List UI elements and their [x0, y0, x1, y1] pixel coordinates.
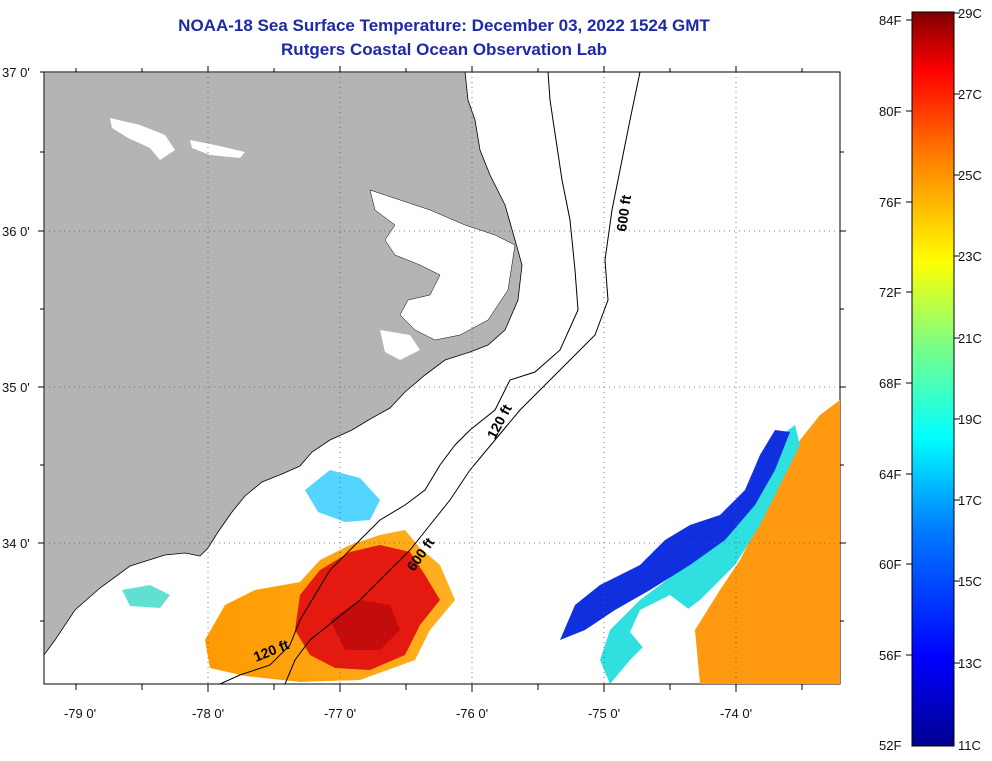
sst-gulfstream-front-blue — [560, 430, 790, 640]
colorbar-f-label: 84F — [879, 13, 901, 28]
lon-label: -76 0' — [456, 706, 488, 721]
lat-label: 37 0' — [2, 65, 30, 80]
colorbar-f-label: 56F — [879, 648, 901, 663]
colorbar-c-label: 25C — [958, 168, 982, 183]
lat-label: 36 0' — [2, 224, 30, 239]
lon-label: -75 0' — [588, 706, 620, 721]
axis-ticks — [38, 66, 846, 692]
colorbar-f-label: 68F — [879, 376, 901, 391]
colorbar-c-label: 29C — [958, 6, 982, 21]
lat-label: 34 0' — [2, 536, 30, 551]
albemarle-sound — [110, 118, 175, 160]
map-grid — [44, 72, 840, 684]
colorbar-f-label: 60F — [879, 557, 901, 572]
contour-label-600ft: 600 ft — [613, 194, 634, 233]
colorbar-f-label: 72F — [879, 285, 901, 300]
sst-patch-white-hole — [630, 595, 690, 650]
lon-label: -78 0' — [192, 706, 224, 721]
sst-gulfstream-warm — [695, 400, 840, 684]
river-inlet — [190, 140, 245, 158]
map-subtitle: Rutgers Coastal Ocean Observation Lab — [281, 40, 607, 59]
sst-cool-patch-2 — [122, 585, 170, 608]
colorbar-f-label: 52F — [879, 738, 901, 753]
lon-label: -79 0' — [64, 706, 96, 721]
sst-cool-patch — [305, 470, 380, 522]
map-title: NOAA-18 Sea Surface Temperature: Decembe… — [178, 16, 710, 35]
colorbar-c-label: 27C — [958, 87, 982, 102]
lon-label: -77 0' — [324, 706, 356, 721]
colorbar-f-label: 80F — [879, 104, 901, 119]
contour-120ft-line — [219, 72, 579, 684]
lon-label: -74 0' — [720, 706, 752, 721]
colorbar-c-label: 23C — [958, 249, 982, 264]
colorbar-c-label: 19C — [958, 412, 982, 427]
lat-label: 35 0' — [2, 380, 30, 395]
neuse-river — [380, 330, 420, 360]
colorbar — [911, 11, 955, 747]
sst-hot-core — [330, 600, 400, 650]
colorbar-f-label: 76F — [879, 195, 901, 210]
colorbar-ticks — [906, 12, 960, 664]
colorbar-c-label: 11C — [958, 738, 981, 753]
colorbar-c-label: 13C — [958, 656, 982, 671]
colorbar-f-label: 64F — [879, 467, 901, 482]
contour-600ft-line — [284, 72, 641, 684]
colorbar-c-label: 15C — [958, 574, 982, 589]
colorbar-c-label: 17C — [958, 493, 982, 508]
colorbar-c-label: 21C — [958, 331, 982, 346]
pamlico-sound — [369, 189, 516, 341]
